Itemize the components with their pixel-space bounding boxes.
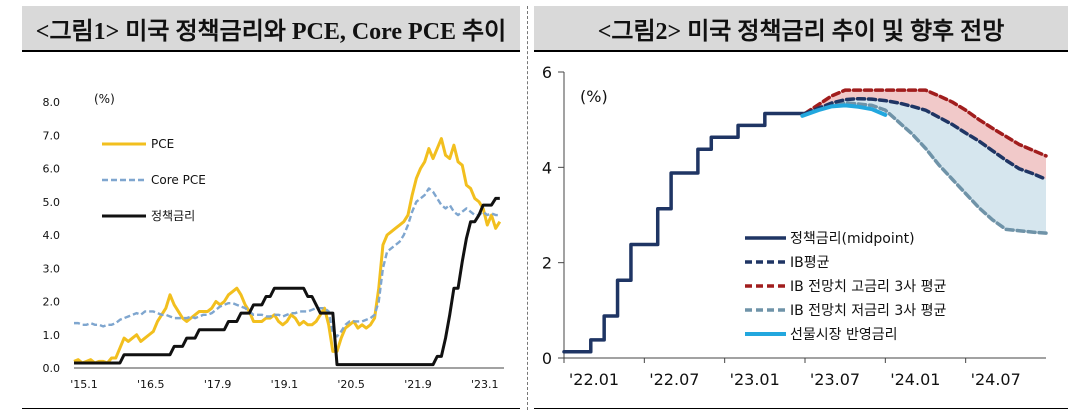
- y-tick-label: 0: [542, 349, 552, 368]
- x-tick-label: '23.01: [730, 370, 780, 389]
- y-tick-label: 6: [542, 63, 552, 82]
- x-tick-label: '24.07: [971, 370, 1021, 389]
- unit-label: (%): [94, 92, 115, 106]
- unit-label: (%): [580, 87, 608, 106]
- policy-rate-series-line: [74, 196, 500, 367]
- ib-low-series-line: [803, 101, 1048, 235]
- y-tick-label: 5.0: [43, 196, 61, 209]
- left-chart-title: <그림1> 미국 정책금리와 PCE, Core PCE 추이: [22, 6, 520, 52]
- legend-label-policy-rate: 정책금리: [151, 208, 195, 223]
- y-tick-label: 8.0: [43, 96, 61, 109]
- x-tick-label: '23.07: [810, 370, 860, 389]
- y-tick-label: 6.0: [43, 163, 61, 176]
- legend-label-ib-avg: IB평균: [790, 255, 830, 271]
- legend-label-core-pce: Core PCE: [151, 173, 206, 187]
- legend-label-ib-high: IB 전망치 고금리 3사 평균: [790, 279, 946, 295]
- x-tick-label: '19.1: [271, 378, 299, 391]
- x-tick-label: '16.5: [137, 378, 165, 391]
- core-pce-series-line: [74, 187, 500, 338]
- x-tick-label: '20.5: [337, 378, 365, 391]
- ib-high-series-line: [803, 88, 1048, 158]
- left-bottom-rule: [22, 408, 520, 409]
- ib-avg-series-line: [803, 96, 1048, 181]
- x-tick-label: '15.1: [70, 378, 98, 391]
- right-bottom-rule: [534, 408, 1068, 409]
- y-tick-label: 3.0: [43, 262, 61, 275]
- y-tick-label: 4: [542, 158, 552, 177]
- y-tick-label: 1.0: [43, 329, 61, 342]
- x-tick-label: '22.07: [649, 370, 699, 389]
- legend-label-midpoint: 정책금리(midpoint): [790, 231, 915, 247]
- right-chart-title: <그림2> 미국 정책금리 추이 및 향후 전망: [534, 6, 1068, 52]
- x-tick-label: '22.01: [569, 370, 619, 389]
- x-tick-label: '24.01: [890, 370, 940, 389]
- x-tick-label: '17.9: [204, 378, 232, 391]
- pce-series-line: [73, 137, 502, 365]
- y-tick-label: 2: [542, 254, 552, 273]
- y-tick-label: 2.0: [43, 296, 61, 309]
- panel-divider: [527, 6, 528, 410]
- y-tick-label: 7.0: [43, 129, 61, 142]
- y-tick-label: 4.0: [43, 229, 61, 242]
- legend-label-futures: 선물시장 반영금리: [790, 327, 898, 343]
- x-tick-label: '21.9: [404, 378, 432, 391]
- futures-series-line: [800, 103, 888, 118]
- x-tick-label: '23.1: [471, 378, 499, 391]
- y-tick-label: 0.0: [43, 362, 61, 375]
- legend-label-ib-low: IB 전망치 저금리 3사 평균: [790, 303, 946, 319]
- left-chart: 0.0 1.0 2.0 3.0 4.0 5.0 6.0 7.0 8.0 '15.1 '16.5 '17…: [43, 92, 504, 391]
- low-forecast-band: [805, 98, 1046, 234]
- midpoint-series-line: [562, 111, 807, 354]
- right-chart: 0 2 4 6 '22.01 '22.07 '23.01 '23.07 '24.01 '24.07…: [542, 63, 1048, 389]
- legend-label-pce: PCE: [151, 137, 174, 151]
